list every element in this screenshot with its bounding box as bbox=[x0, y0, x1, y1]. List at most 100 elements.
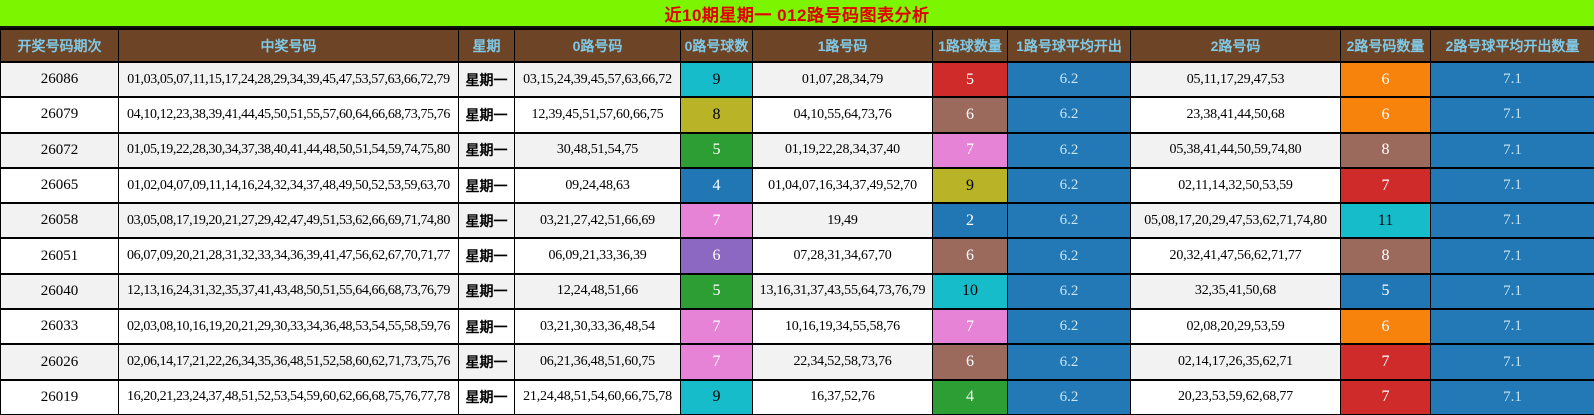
table-row: 26051 06,07,09,20,21,28,31,32,33,34,36,3… bbox=[0, 237, 1594, 275]
cell-route2-average: 7.1 bbox=[1430, 378, 1594, 415]
cell-winning-numbers: 02,03,08,10,16,19,20,21,29,30,33,34,36,4… bbox=[118, 308, 459, 346]
cell-winning-numbers: 06,07,09,20,21,28,31,32,33,34,36,39,41,4… bbox=[118, 237, 459, 275]
cell-period: 26040 bbox=[0, 272, 119, 311]
cell-route2-average: 7.1 bbox=[1430, 202, 1594, 240]
table-row: 26065 01,02,04,07,09,11,14,16,24,32,34,3… bbox=[0, 166, 1594, 205]
cell-route2-count: 6 bbox=[1340, 96, 1431, 134]
cell-route1-average: 6.2 bbox=[1007, 202, 1131, 240]
cell-route0-count: 9 bbox=[680, 60, 753, 99]
cell-route1-numbers: 01,04,07,16,34,37,49,52,70 bbox=[752, 166, 933, 205]
table-row: 26079 04,10,12,23,38,39,41,44,45,50,51,5… bbox=[0, 96, 1594, 134]
cell-route2-numbers: 02,11,14,32,50,53,59 bbox=[1130, 166, 1341, 205]
cell-weekday: 星期一 bbox=[458, 166, 515, 205]
cell-route0-numbers: 30,48,51,54,75 bbox=[514, 131, 681, 169]
cell-route2-count: 7 bbox=[1340, 343, 1431, 381]
cell-route2-count: 7 bbox=[1340, 166, 1431, 205]
cell-route0-numbers: 12,39,45,51,57,60,66,75 bbox=[514, 96, 681, 134]
column-header: 开奖号码期次 bbox=[0, 28, 119, 63]
cell-route1-average: 6.2 bbox=[1007, 60, 1131, 99]
cell-winning-numbers: 12,13,16,24,31,32,35,37,41,43,48,50,51,5… bbox=[118, 272, 459, 311]
column-header: 0路号球数 bbox=[680, 28, 753, 63]
cell-route1-numbers: 19,49 bbox=[752, 202, 933, 240]
cell-route0-numbers: 21,24,48,51,54,60,66,75,78 bbox=[514, 378, 681, 415]
table-row: 26058 03,05,08,17,19,20,21,27,29,42,47,4… bbox=[0, 202, 1594, 240]
table-row: 26019 16,20,21,23,24,37,48,51,52,53,54,5… bbox=[0, 378, 1594, 415]
cell-route0-count: 6 bbox=[680, 237, 753, 275]
cell-route1-average: 6.2 bbox=[1007, 131, 1131, 169]
cell-route0-numbers: 03,15,24,39,45,57,63,66,72 bbox=[514, 60, 681, 99]
cell-route1-count: 5 bbox=[932, 60, 1008, 99]
cell-route2-average: 7.1 bbox=[1430, 166, 1594, 205]
cell-route2-average: 7.1 bbox=[1430, 96, 1594, 134]
cell-winning-numbers: 01,05,19,22,28,30,34,37,38,40,41,44,48,5… bbox=[118, 131, 459, 169]
cell-route2-count: 6 bbox=[1340, 60, 1431, 99]
column-header: 1路号码 bbox=[752, 28, 933, 63]
cell-route2-numbers: 20,32,41,47,56,62,71,77 bbox=[1130, 237, 1341, 275]
cell-route1-numbers: 07,28,31,34,67,70 bbox=[752, 237, 933, 275]
cell-route2-count: 8 bbox=[1340, 131, 1431, 169]
column-header: 1路球数量 bbox=[932, 28, 1008, 63]
cell-weekday: 星期一 bbox=[458, 60, 515, 99]
cell-route2-numbers: 32,35,41,50,68 bbox=[1130, 272, 1341, 311]
table-row: 26086 01,03,05,07,11,15,17,24,28,29,34,3… bbox=[0, 60, 1594, 99]
analysis-table: 开奖号码期次 中奖号码 星期 0路号码 0路号球数 1路号码 1路球数量 1路号球平均开出 2路… bbox=[0, 28, 1594, 415]
cell-route2-count: 8 bbox=[1340, 237, 1431, 275]
cell-route2-average: 7.1 bbox=[1430, 237, 1594, 275]
cell-route0-numbers: 12,24,48,51,66 bbox=[514, 272, 681, 311]
cell-route1-count: 7 bbox=[932, 308, 1008, 346]
cell-route2-average: 7.1 bbox=[1430, 343, 1594, 381]
cell-route1-average: 6.2 bbox=[1007, 272, 1131, 311]
cell-route2-numbers: 05,38,41,44,50,59,74,80 bbox=[1130, 131, 1341, 169]
cell-winning-numbers: 02,06,14,17,21,22,26,34,35,36,48,51,52,5… bbox=[118, 343, 459, 381]
cell-period: 26033 bbox=[0, 308, 119, 346]
cell-period: 26072 bbox=[0, 131, 119, 169]
cell-weekday: 星期一 bbox=[458, 96, 515, 134]
cell-route2-numbers: 20,23,53,59,62,68,77 bbox=[1130, 378, 1341, 415]
cell-route1-average: 6.2 bbox=[1007, 378, 1131, 415]
cell-winning-numbers: 03,05,08,17,19,20,21,27,29,42,47,49,51,5… bbox=[118, 202, 459, 240]
column-header: 星期 bbox=[458, 28, 515, 63]
cell-weekday: 星期一 bbox=[458, 343, 515, 381]
cell-winning-numbers: 01,02,04,07,09,11,14,16,24,32,34,37,48,4… bbox=[118, 166, 459, 205]
cell-weekday: 星期一 bbox=[458, 202, 515, 240]
cell-route1-numbers: 22,34,52,58,73,76 bbox=[752, 343, 933, 381]
cell-route0-count: 4 bbox=[680, 166, 753, 205]
cell-period: 26065 bbox=[0, 166, 119, 205]
cell-route2-average: 7.1 bbox=[1430, 131, 1594, 169]
cell-route1-numbers: 04,10,55,64,73,76 bbox=[752, 96, 933, 134]
cell-route0-numbers: 09,24,48,63 bbox=[514, 166, 681, 205]
cell-route1-numbers: 16,37,52,76 bbox=[752, 378, 933, 415]
column-header: 1路号球平均开出 bbox=[1007, 28, 1131, 63]
column-header: 2路号码数量 bbox=[1340, 28, 1431, 63]
table-row: 26026 02,06,14,17,21,22,26,34,35,36,48,5… bbox=[0, 343, 1594, 381]
cell-route1-average: 6.2 bbox=[1007, 237, 1131, 275]
cell-route1-numbers: 13,16,31,37,43,55,64,73,76,79 bbox=[752, 272, 933, 311]
cell-weekday: 星期一 bbox=[458, 237, 515, 275]
cell-route1-count: 2 bbox=[932, 202, 1008, 240]
cell-route2-numbers: 05,11,17,29,47,53 bbox=[1130, 60, 1341, 99]
cell-route2-average: 7.1 bbox=[1430, 308, 1594, 346]
cell-route2-average: 7.1 bbox=[1430, 60, 1594, 99]
cell-route0-count: 9 bbox=[680, 378, 753, 415]
cell-route2-count: 5 bbox=[1340, 272, 1431, 311]
column-header: 0路号码 bbox=[514, 28, 681, 63]
cell-route2-numbers: 02,08,20,29,53,59 bbox=[1130, 308, 1341, 346]
cell-route1-average: 6.2 bbox=[1007, 343, 1131, 381]
cell-route0-numbers: 06,09,21,33,36,39 bbox=[514, 237, 681, 275]
cell-route1-numbers: 01,07,28,34,79 bbox=[752, 60, 933, 99]
column-header: 中奖号码 bbox=[118, 28, 459, 63]
cell-route0-count: 5 bbox=[680, 272, 753, 311]
cell-route0-numbers: 06,21,36,48,51,60,75 bbox=[514, 343, 681, 381]
cell-period: 26086 bbox=[0, 60, 119, 99]
cell-route0-count: 8 bbox=[680, 96, 753, 134]
cell-route0-count: 7 bbox=[680, 343, 753, 381]
cell-route1-count: 9 bbox=[932, 166, 1008, 205]
cell-route0-numbers: 03,21,27,42,51,66,69 bbox=[514, 202, 681, 240]
cell-weekday: 星期一 bbox=[458, 378, 515, 415]
table-row: 26072 01,05,19,22,28,30,34,37,38,40,41,4… bbox=[0, 131, 1594, 169]
header-row: 开奖号码期次 中奖号码 星期 0路号码 0路号球数 1路号码 1路球数量 1路号球平均开出 2路… bbox=[0, 28, 1594, 63]
cell-weekday: 星期一 bbox=[458, 272, 515, 311]
cell-period: 26019 bbox=[0, 378, 119, 415]
cell-route1-count: 6 bbox=[932, 96, 1008, 134]
